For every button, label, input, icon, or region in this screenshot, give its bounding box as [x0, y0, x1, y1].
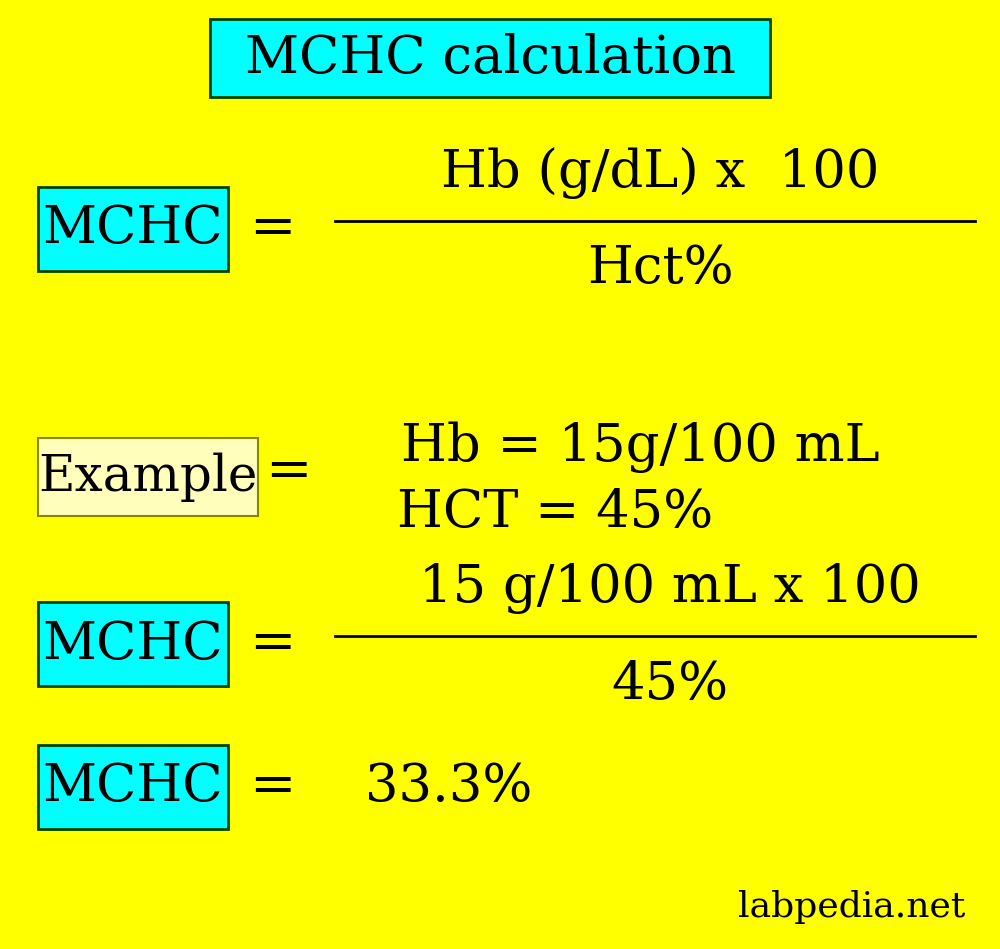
Text: Hct%: Hct% — [587, 244, 733, 294]
Text: 45%: 45% — [611, 659, 729, 710]
Text: HCT = 45%: HCT = 45% — [397, 487, 713, 537]
FancyBboxPatch shape — [38, 187, 228, 271]
Text: 15 g/100 mL x 100: 15 g/100 mL x 100 — [419, 563, 921, 613]
FancyBboxPatch shape — [38, 745, 228, 829]
Text: Example: Example — [38, 453, 258, 502]
FancyBboxPatch shape — [210, 19, 770, 97]
Text: MCHC: MCHC — [43, 619, 223, 669]
Text: 33.3%: 33.3% — [365, 761, 532, 812]
Text: MCHC: MCHC — [43, 761, 223, 812]
Text: =: = — [265, 445, 311, 499]
Text: =: = — [249, 759, 295, 814]
FancyBboxPatch shape — [38, 602, 228, 686]
Text: MCHC: MCHC — [43, 203, 223, 254]
Text: Hb = 15g/100 mL: Hb = 15g/100 mL — [401, 421, 879, 473]
Text: labpedia.net: labpedia.net — [738, 890, 965, 924]
Text: =: = — [249, 617, 295, 671]
FancyBboxPatch shape — [38, 438, 258, 516]
Text: Hb (g/dL) x  100: Hb (g/dL) x 100 — [441, 147, 879, 199]
Text: MCHC calculation: MCHC calculation — [245, 32, 736, 84]
Text: =: = — [249, 201, 295, 256]
